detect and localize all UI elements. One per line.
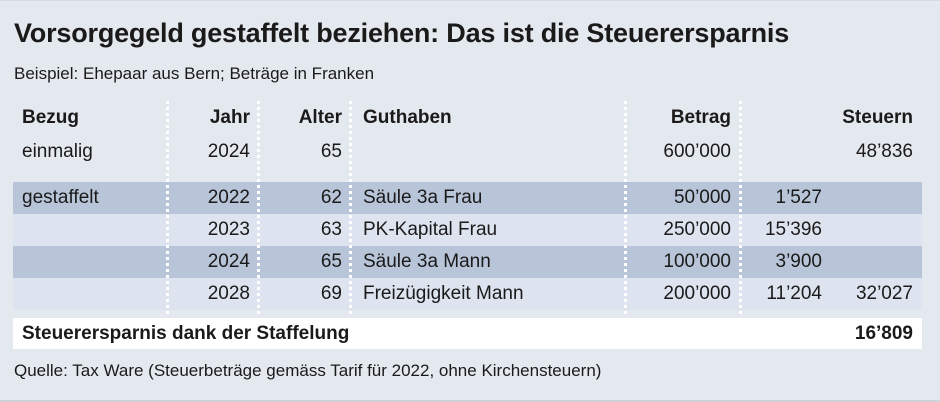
cell-guthaben: Freizügigkeit Mann: [363, 283, 524, 304]
cell-jahr: 2023: [207, 219, 250, 240]
column-separator: [624, 101, 627, 316]
cell-steuern: 11’204: [766, 283, 822, 304]
column-separator: [166, 101, 169, 316]
cell-betrag: 50’000: [673, 187, 731, 208]
cell-steuern-total: [828, 246, 922, 278]
table-row: 2023 63 PK-Kapital Frau 250’000 15’396: [13, 214, 922, 246]
cell-bezug: [13, 214, 167, 246]
cell-guthaben: Säule 3a Mann: [363, 251, 491, 272]
cell-jahr: 2024: [207, 141, 250, 162]
table-row: 2024 65 Säule 3a Mann 100’000 3’900: [13, 246, 922, 278]
cell-steuern: 1’527: [775, 187, 823, 208]
cell-guthaben: Säule 3a Frau: [363, 187, 483, 208]
column-header-betrag: Betrag: [670, 107, 731, 128]
row-spacer: [0, 310, 940, 318]
cell-bezug: [13, 278, 167, 310]
cell-betrag: 250’000: [663, 219, 731, 240]
column-separator: [349, 101, 352, 316]
column-header-bezug: Bezug: [22, 107, 79, 128]
table-row: einmalig 2024 65 600’000 48’836: [13, 134, 922, 169]
summary-row: Steuerersparnis dank der Staffelung 16’8…: [13, 318, 922, 349]
cell-alter: 69: [320, 283, 342, 304]
cell-jahr: 2022: [207, 187, 250, 208]
cell-steuern: 15’396: [764, 219, 822, 240]
table-header-row: Bezug Jahr Alter Guthaben Betrag Steuern: [13, 101, 922, 134]
cell-alter: 62: [320, 187, 342, 208]
table-row: gestaffelt 2022 62 Säule 3a Frau 50’000 …: [13, 182, 922, 214]
summary-value: 16’809: [854, 322, 913, 344]
column-header-guthaben: Guthaben: [363, 107, 452, 128]
row-spacer: [0, 169, 940, 182]
cell-betrag: 100’000: [663, 251, 731, 272]
cell-alter: 63: [320, 219, 342, 240]
cell-steuern: [740, 134, 828, 169]
column-separator: [257, 101, 260, 316]
cell-jahr: 2024: [207, 251, 250, 272]
cell-alter: 65: [320, 251, 342, 272]
page-title: Vorsorgegeld gestaffelt beziehen: Das is…: [14, 18, 790, 48]
page-subtitle: Beispiel: Ehepaar aus Bern; Beträge in F…: [14, 64, 375, 83]
cell-betrag: 600’000: [663, 141, 731, 162]
data-table: Bezug Jahr Alter Guthaben Betrag Steuern…: [0, 101, 940, 349]
cell-steuern-total: 48’836: [855, 141, 913, 162]
cell-steuern: 3’900: [775, 251, 823, 272]
cell-steuern-total: [828, 214, 922, 246]
column-header-steuern: Steuern: [842, 107, 913, 128]
cell-alter: 65: [320, 141, 342, 162]
column-header-jahr: Jahr: [209, 107, 250, 128]
summary-label: Steuerersparnis dank der Staffelung: [22, 322, 350, 344]
cell-guthaben: PK-Kapital Frau: [363, 219, 498, 240]
cell-bezug: gestaffelt: [22, 187, 99, 208]
cell-steuern-total: [828, 182, 922, 214]
cell-bezug: einmalig: [22, 141, 93, 162]
cell-jahr: 2028: [207, 283, 250, 304]
column-separator: [739, 101, 742, 316]
cell-bezug: [13, 246, 167, 278]
column-header-alter: Alter: [298, 107, 342, 128]
cell-steuern-total: 32’027: [855, 283, 913, 304]
cell-guthaben: [350, 134, 625, 169]
cell-betrag: 200’000: [663, 283, 731, 304]
table-row: 2028 69 Freizügigkeit Mann 200’000 11’20…: [13, 278, 922, 310]
source-note: Quelle: Tax Ware (Steuerbeträge gemäss T…: [14, 361, 602, 380]
